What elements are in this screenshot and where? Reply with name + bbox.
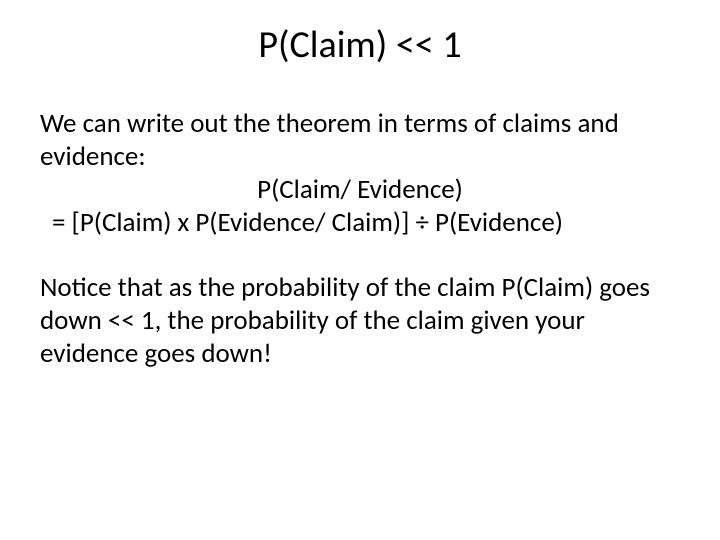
slide-title: P(Claim) << 1 [40, 22, 680, 68]
formula-block: P(Claim/ Evidence) = [P(Claim) x P(Evide… [40, 174, 680, 240]
intro-paragraph: We can write out the theorem in terms of… [40, 108, 680, 174]
conclusion-paragraph: Notice that as the probability of the cl… [40, 272, 680, 371]
formula-line-1: P(Claim/ Evidence) [40, 174, 680, 207]
slide-content: We can write out the theorem in terms of… [40, 108, 680, 371]
formula-line-2: = [P(Claim) x P(Evidence/ Claim)] ÷ P(Ev… [40, 207, 680, 240]
